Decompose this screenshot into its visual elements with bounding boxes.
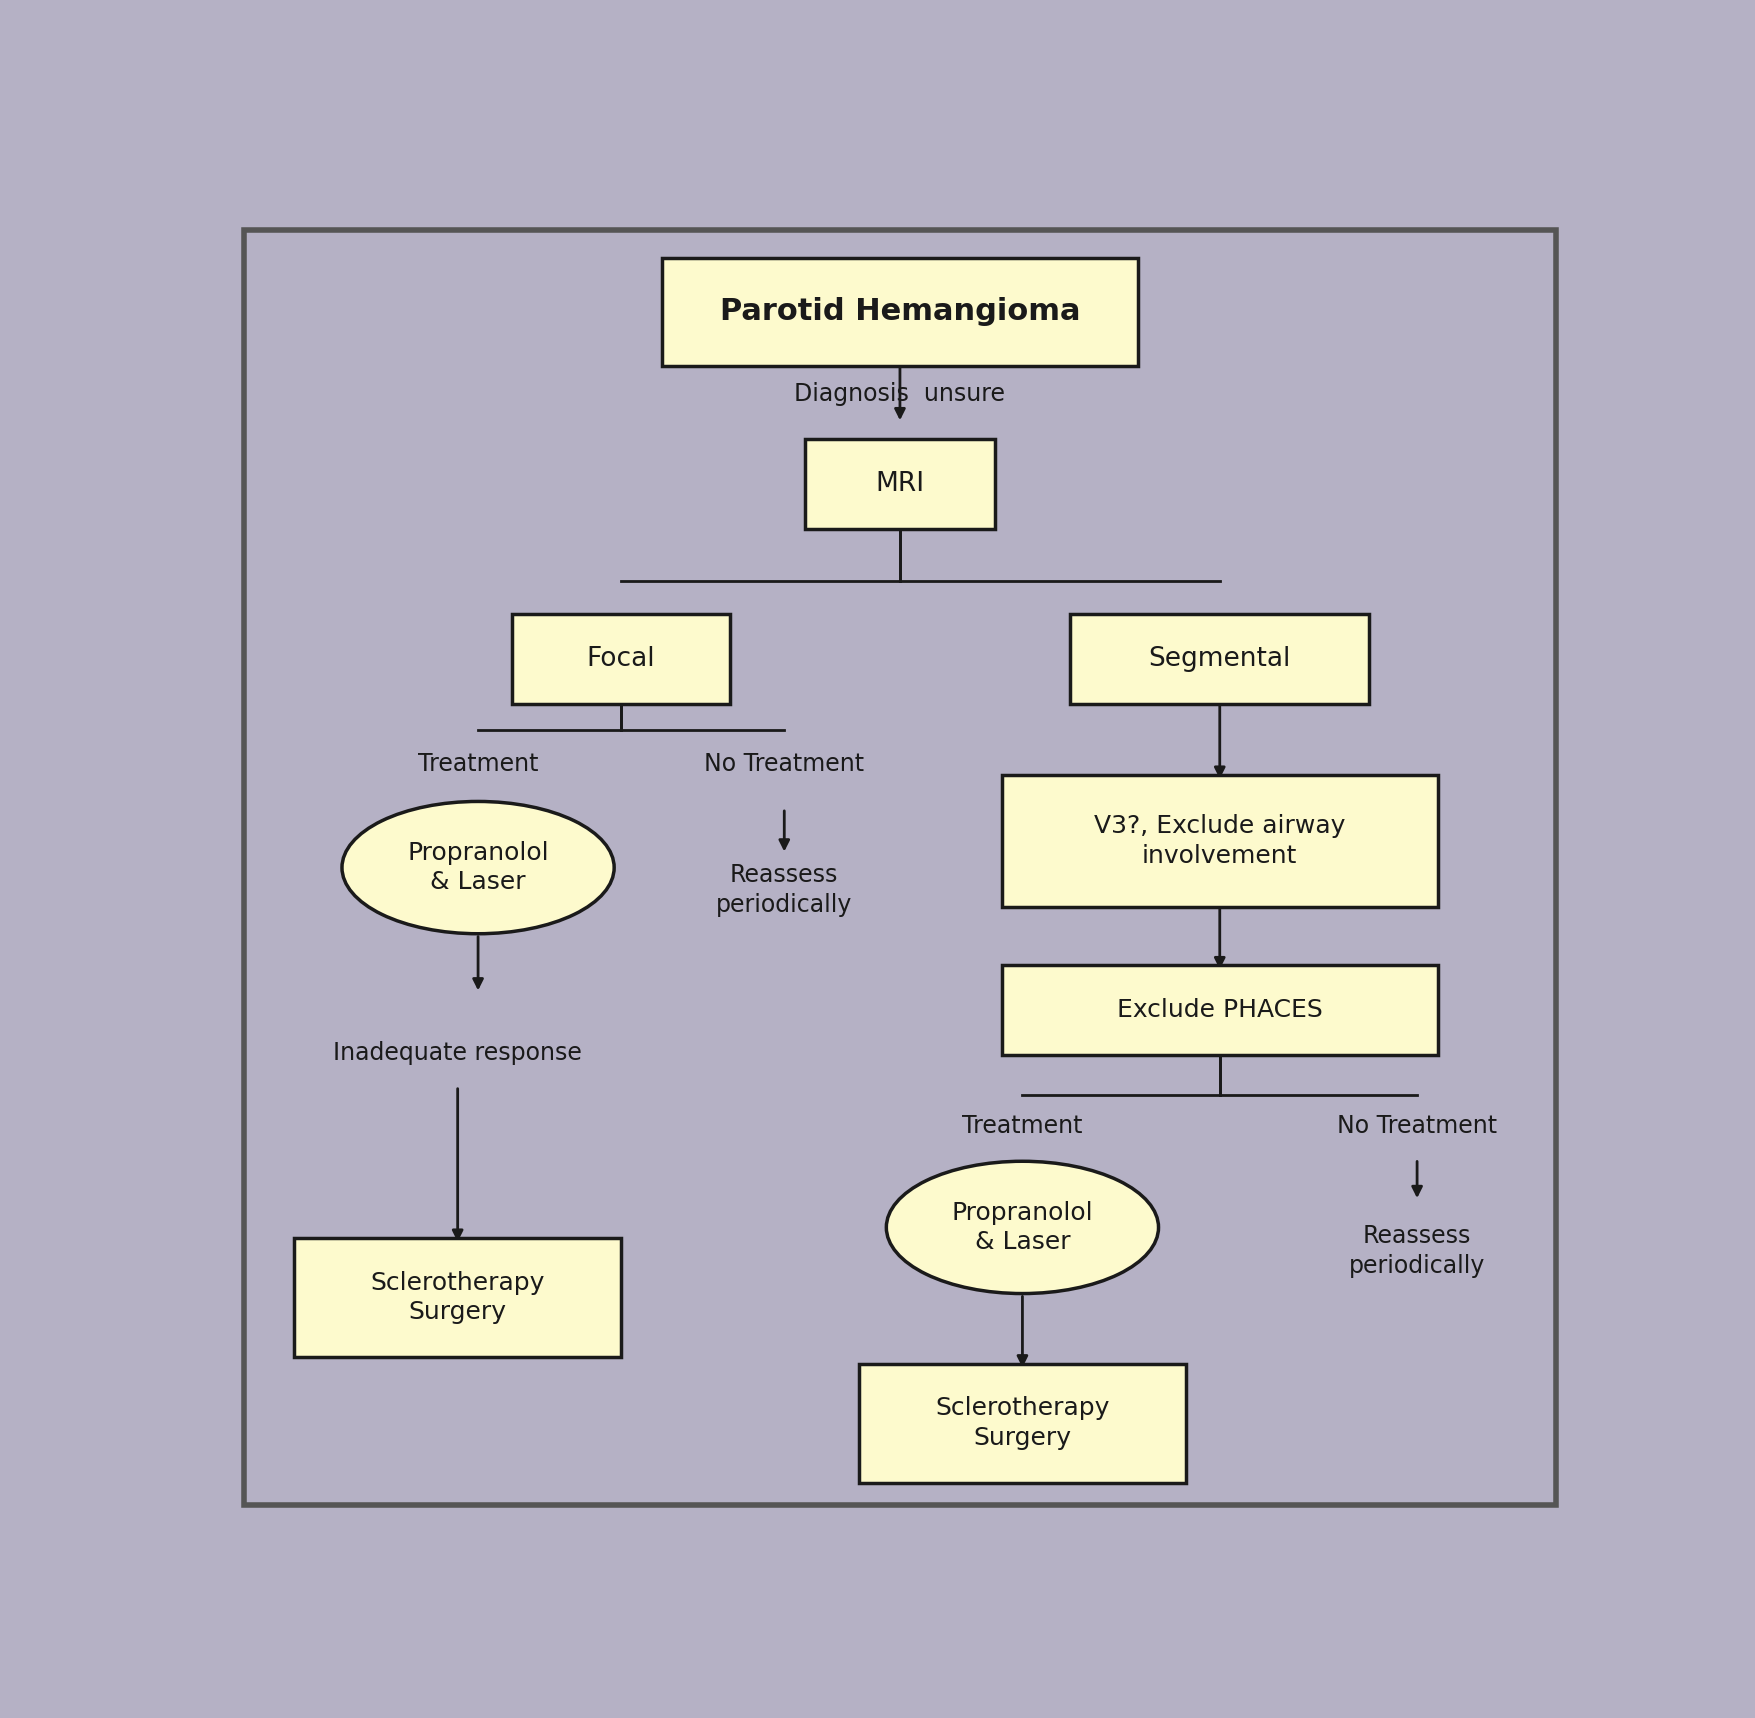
Text: No Treatment: No Treatment	[1336, 1113, 1497, 1137]
Text: Exclude PHACES: Exclude PHACES	[1116, 998, 1322, 1022]
Text: Parotid Hemangioma: Parotid Hemangioma	[720, 297, 1079, 326]
Text: V3?, Exclude airway
involvement: V3?, Exclude airway involvement	[1093, 814, 1344, 868]
Text: MRI: MRI	[876, 471, 923, 497]
FancyBboxPatch shape	[512, 613, 730, 704]
FancyBboxPatch shape	[662, 258, 1137, 366]
FancyBboxPatch shape	[858, 1364, 1185, 1483]
Text: Treatment: Treatment	[962, 1113, 1083, 1137]
Text: Inadequate response: Inadequate response	[333, 1041, 581, 1065]
Text: Segmental: Segmental	[1148, 646, 1290, 672]
FancyBboxPatch shape	[804, 440, 995, 529]
Ellipse shape	[886, 1161, 1158, 1294]
Text: Reassess
periodically: Reassess periodically	[716, 862, 851, 917]
Text: Focal: Focal	[586, 646, 655, 672]
FancyBboxPatch shape	[295, 1239, 621, 1357]
Text: Treatment: Treatment	[418, 752, 539, 777]
Text: Propranolol
& Laser: Propranolol & Laser	[407, 840, 549, 895]
FancyBboxPatch shape	[1002, 966, 1437, 1055]
Text: Diagnosis  unsure: Diagnosis unsure	[793, 381, 1006, 405]
Text: Reassess
periodically: Reassess periodically	[1348, 1225, 1485, 1278]
Text: Propranolol
& Laser: Propranolol & Laser	[951, 1201, 1093, 1254]
FancyBboxPatch shape	[1002, 775, 1437, 907]
Text: Sclerotherapy
Surgery: Sclerotherapy Surgery	[935, 1397, 1109, 1450]
FancyBboxPatch shape	[1069, 613, 1369, 704]
Text: No Treatment: No Treatment	[704, 752, 863, 777]
Ellipse shape	[342, 801, 614, 935]
Text: Sclerotherapy
Surgery: Sclerotherapy Surgery	[370, 1271, 544, 1325]
